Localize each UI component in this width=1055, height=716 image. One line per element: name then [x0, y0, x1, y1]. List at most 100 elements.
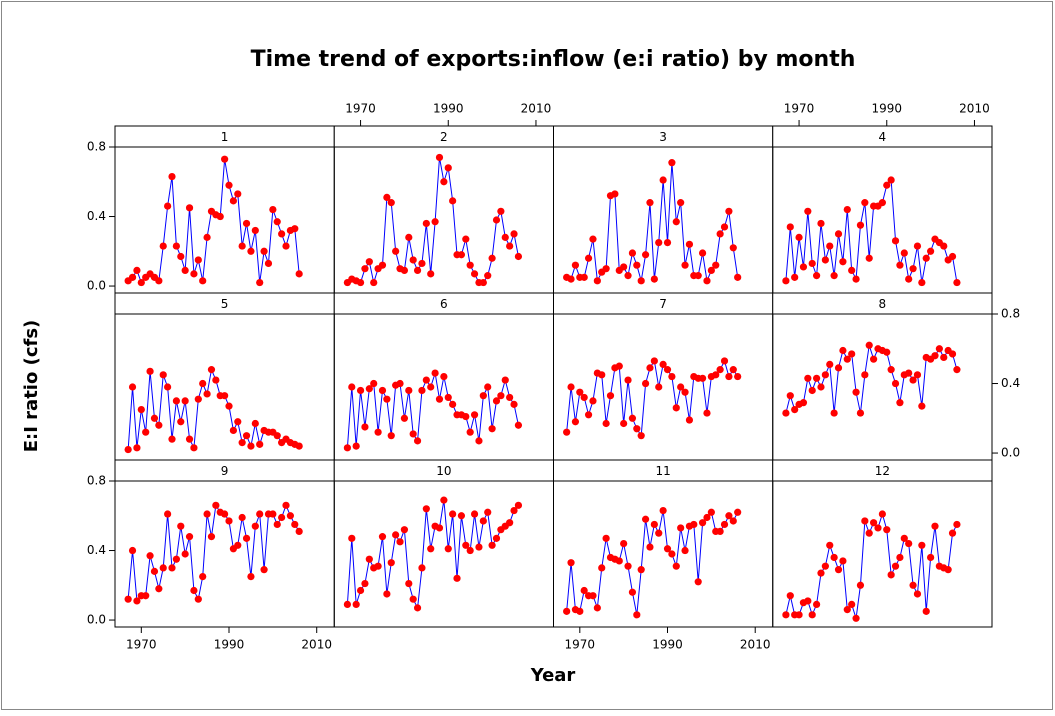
data-point — [782, 611, 790, 619]
data-point — [501, 233, 509, 241]
data-point — [834, 364, 843, 372]
data-point — [834, 230, 843, 238]
data-point — [681, 546, 689, 555]
data-point — [615, 362, 623, 370]
data-point — [449, 197, 457, 205]
data-point — [238, 242, 246, 250]
data-point — [348, 383, 356, 391]
data-point — [225, 181, 233, 189]
data-point — [813, 272, 821, 280]
data-point — [830, 272, 838, 280]
data-point — [247, 247, 255, 255]
data-point — [374, 428, 382, 436]
data-point — [435, 153, 444, 162]
data-point — [199, 379, 207, 388]
panel-title: 2 — [440, 130, 448, 144]
data-point — [602, 419, 610, 428]
data-point — [484, 383, 492, 391]
data-point — [729, 244, 737, 252]
data-point — [839, 258, 847, 266]
data-point — [589, 592, 597, 600]
data-point — [668, 550, 676, 558]
data-point — [242, 219, 251, 228]
data-point — [484, 508, 492, 516]
data-point — [584, 411, 593, 419]
data-point — [948, 350, 957, 358]
data-point — [405, 233, 413, 241]
data-point — [918, 541, 926, 549]
data-point — [918, 278, 926, 287]
data-point — [650, 275, 658, 283]
data-point — [580, 393, 588, 402]
series-line — [566, 359, 739, 438]
data-point — [207, 366, 216, 374]
data-point — [839, 557, 847, 565]
data-point — [242, 432, 251, 440]
data-point — [852, 275, 860, 283]
data-point — [418, 386, 426, 395]
data-point — [905, 275, 913, 283]
data-point — [392, 247, 400, 255]
data-point — [646, 199, 654, 207]
data-point — [449, 510, 457, 518]
data-point — [203, 233, 211, 241]
data-point — [856, 409, 865, 417]
data-point — [808, 611, 816, 619]
data-point — [133, 444, 141, 452]
x-tick-label: 1970 — [565, 638, 596, 652]
data-point — [821, 371, 829, 379]
data-point — [615, 557, 623, 565]
data-point — [356, 586, 365, 595]
data-point — [164, 202, 172, 210]
series-line — [566, 162, 739, 283]
data-point — [212, 501, 220, 509]
panel-title: 6 — [440, 297, 448, 311]
data-point — [431, 218, 439, 226]
data-point — [365, 258, 373, 266]
data-point — [291, 520, 299, 529]
data-point — [843, 205, 851, 214]
data-point — [887, 176, 895, 184]
data-point — [190, 270, 198, 278]
data-point — [229, 197, 237, 205]
data-point — [348, 534, 356, 542]
data-point — [628, 414, 637, 422]
data-point — [703, 409, 711, 417]
data-point — [413, 604, 422, 612]
data-point — [720, 520, 729, 529]
data-point — [462, 412, 470, 421]
data-point — [641, 515, 650, 523]
data-point — [142, 428, 150, 436]
data-point — [387, 559, 395, 567]
data-point — [891, 379, 900, 388]
data-point — [286, 512, 294, 520]
data-point — [909, 376, 917, 384]
data-point — [799, 399, 808, 407]
data-point — [659, 176, 667, 184]
data-point — [716, 230, 724, 238]
data-point — [234, 541, 242, 549]
data-point — [150, 414, 159, 422]
x-tick-label: 1990 — [433, 102, 464, 116]
data-point — [150, 567, 159, 575]
data-point — [734, 273, 742, 281]
data-point — [593, 604, 601, 612]
series-line — [785, 178, 958, 283]
data-point — [948, 529, 957, 537]
data-point — [124, 595, 132, 603]
data-point — [589, 235, 597, 243]
y-tick-label: 0.0 — [87, 279, 106, 293]
data-point — [563, 428, 571, 436]
series-line — [347, 157, 519, 285]
data-point — [124, 445, 132, 454]
data-point — [944, 566, 952, 574]
data-point — [238, 439, 246, 447]
data-point — [155, 585, 163, 593]
data-point — [896, 399, 904, 407]
data-point — [909, 265, 917, 273]
data-point — [620, 263, 628, 271]
panel-title: 8 — [879, 297, 887, 311]
y-tick-label: 0.8 — [87, 140, 106, 154]
data-point — [484, 272, 492, 280]
